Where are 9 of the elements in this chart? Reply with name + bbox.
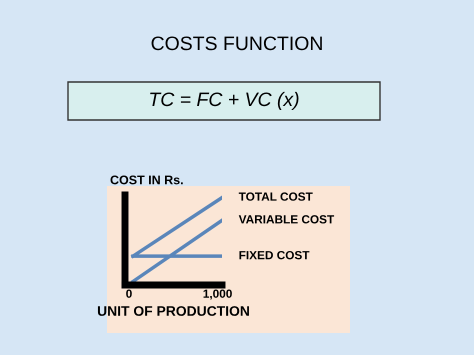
series-label: FIXED COST bbox=[239, 250, 310, 260]
chart-title: COSTS FUNCTION bbox=[152, 36, 322, 50]
y-axis-title: COST IN Rs. bbox=[110, 176, 183, 184]
x-tick-label: 1,000 bbox=[204, 289, 232, 300]
series-label: TOTAL COST bbox=[238, 192, 313, 201]
series-label: VARIABLE COST bbox=[238, 215, 334, 224]
x-axis-title: UNIT OF PRODUCTION bbox=[98, 306, 249, 316]
text: TC = FC + VC (x) bbox=[150, 92, 298, 110]
x-tick-label: 0 bbox=[126, 289, 132, 298]
